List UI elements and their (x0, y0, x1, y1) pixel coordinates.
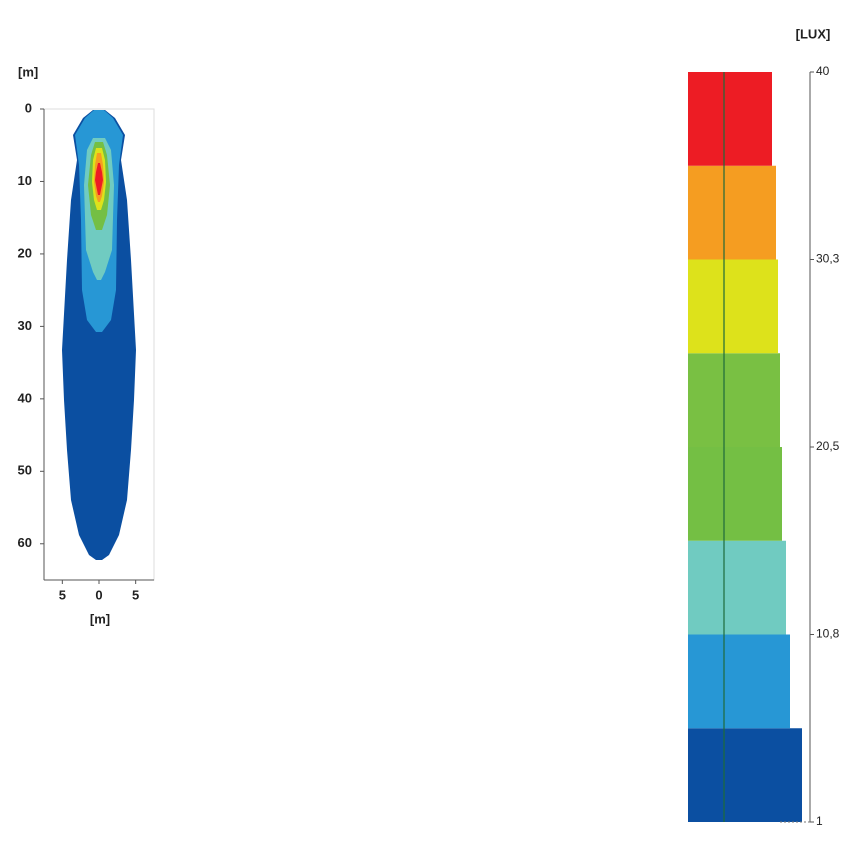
legend-band (688, 165, 776, 260)
legend-tick-label: 20,5 (816, 439, 840, 453)
y-axis-label: [m] (18, 64, 38, 79)
legend-band (688, 540, 786, 635)
unit-label: [LUX] (796, 26, 831, 41)
y-tick-label: 40 (18, 390, 32, 405)
legend-tick-label: 30,3 (816, 252, 840, 266)
y-tick-label: 0 (25, 100, 32, 115)
y-tick-label: 30 (18, 318, 32, 333)
legend-band (688, 259, 778, 354)
y-tick-label: 60 (18, 535, 32, 550)
isolux-region (62, 110, 136, 560)
legend-tick-label: 1 (816, 814, 823, 828)
legend-band (688, 353, 780, 447)
legend-tick-label: 10,8 (816, 627, 840, 641)
legend-tick-label: 40 (816, 64, 830, 78)
legend-band (688, 634, 790, 729)
y-tick-label: 50 (18, 463, 32, 478)
luminaire (96, 116, 102, 122)
y-tick-label: 20 (18, 245, 32, 260)
x-tick-label: 5 (132, 587, 139, 602)
isolux-region (95, 163, 103, 195)
x-axis-label: [m] (90, 611, 110, 626)
y-tick-label: 10 (18, 173, 32, 188)
legend-band (688, 447, 782, 541)
legend-band (688, 72, 772, 166)
x-tick-label: 5 (59, 587, 66, 602)
legend-band (688, 728, 802, 822)
x-tick-label: 0 (95, 587, 102, 602)
